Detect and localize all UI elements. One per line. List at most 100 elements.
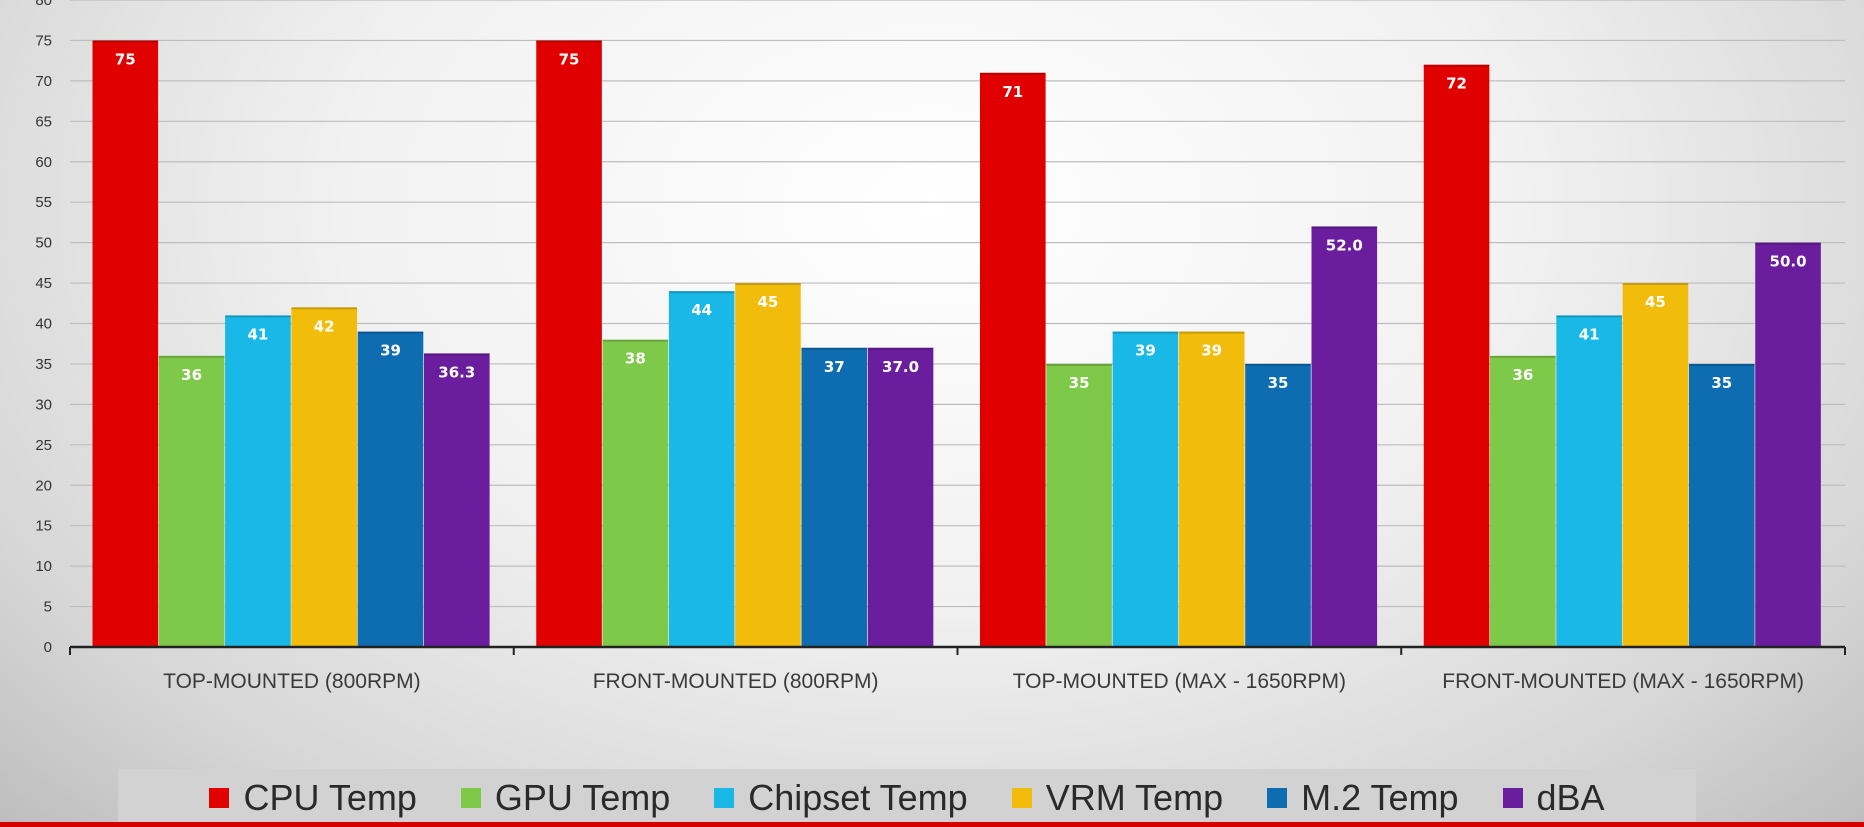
bar-labels: 75 36 41 42 39 36.3 75 38 44 45 37 37.0 71 35 39 39 35 52…	[115, 50, 1807, 392]
bar-top-edge	[357, 331, 424, 334]
y-tick-label: 75	[35, 32, 52, 49]
data-label: 44	[691, 301, 712, 319]
bottom-accent-strip	[0, 822, 1864, 827]
bar-chipset-temp-1	[668, 291, 735, 647]
bar-top-edge	[1311, 226, 1378, 229]
bar-top-edge	[225, 315, 291, 318]
bar-top-edge	[1556, 315, 1622, 318]
y-tick-label: 50	[35, 235, 52, 252]
y-tick-label: 45	[35, 275, 52, 292]
legend-item: GPU Temp	[460, 777, 670, 819]
bar-vrm-temp-2	[1178, 331, 1245, 647]
category-label: TOP-MOUNTED (800RPM)	[163, 670, 420, 693]
bar-top-edge	[668, 291, 735, 294]
data-label: 50.0	[1770, 253, 1807, 271]
bar-top-edge	[1112, 331, 1179, 334]
legend-label: Chipset Temp	[748, 777, 968, 818]
data-label: 75	[115, 50, 136, 68]
y-tick-label: 30	[35, 396, 52, 413]
bar-top-edge	[735, 283, 801, 286]
category-label: TOP-MOUNTED (MAX - 1650RPM)	[1013, 670, 1346, 693]
y-tick-label: 60	[35, 154, 52, 171]
data-label: 45	[1645, 293, 1666, 311]
bar-top-edge	[536, 40, 602, 43]
data-label: 36.3	[438, 363, 475, 381]
bar-top-edge	[1178, 331, 1245, 334]
y-tick-label: 70	[35, 73, 52, 90]
data-label: 35	[1069, 374, 1090, 392]
bar-top-edge	[424, 353, 490, 356]
y-tick-label: 20	[35, 477, 52, 494]
bar-vrm-temp-0	[291, 307, 357, 647]
y-tick-label: 10	[35, 558, 52, 575]
data-label: 45	[758, 293, 779, 311]
y-tick-label: 55	[35, 194, 52, 211]
bar-dba-0	[424, 353, 490, 647]
bar-top-edge	[1046, 363, 1112, 366]
legend-label: M.2 Temp	[1301, 777, 1459, 818]
legend-item: VRM Temp	[1011, 777, 1224, 819]
category-labels: TOP-MOUNTED (800RPM) FRONT-MOUNTED (800RP…	[163, 670, 1804, 693]
bar-chipset-temp-0	[225, 315, 291, 647]
bar-m-2-temp-3	[1688, 363, 1755, 647]
y-tick-label: 35	[35, 356, 52, 373]
y-axis-ticks: 0 5 10 15 20 25 30 35 40 45 50 55 60 65 70 75 80	[35, 0, 52, 656]
bar-cpu-temp-0	[92, 40, 159, 647]
data-label: 52.0	[1326, 236, 1363, 254]
legend: CPU Temp GPU Temp Chipset Temp VRM Temp M.2 …	[118, 769, 1696, 827]
data-label: 41	[1579, 325, 1600, 343]
legend-item: dBA	[1502, 777, 1605, 819]
data-label: 75	[559, 50, 580, 68]
legend-swatch	[209, 788, 230, 808]
data-label: 36	[181, 366, 202, 384]
data-label: 36	[1512, 366, 1533, 384]
bar-top-edge	[980, 72, 1046, 75]
legend-label: dBA	[1536, 777, 1605, 818]
legend-label: VRM Temp	[1045, 777, 1224, 818]
data-label: 39	[1201, 342, 1222, 360]
bar-chipset-temp-3	[1556, 315, 1622, 647]
y-tick-label: 65	[35, 113, 52, 130]
data-label: 42	[314, 317, 335, 335]
legend-swatch	[1011, 788, 1032, 808]
data-label: 35	[1711, 374, 1732, 392]
y-tick-label: 80	[35, 0, 52, 9]
legend-item: CPU Temp	[209, 777, 417, 819]
bar-dba-1	[867, 347, 934, 647]
x-axis	[69, 645, 1846, 655]
bar-top-edge	[1245, 363, 1311, 366]
data-label: 72	[1446, 75, 1467, 93]
bar-dba-3	[1755, 242, 1821, 647]
bar-chipset-temp-2	[1112, 331, 1179, 647]
bar-gpu-temp-0	[158, 355, 225, 647]
bar-vrm-temp-1	[735, 283, 801, 647]
bar-cpu-temp-3	[1423, 64, 1490, 647]
bar-m-2-temp-0	[357, 331, 424, 647]
bar-top-edge	[1755, 242, 1821, 245]
bar-top-edge	[1688, 363, 1755, 366]
bars	[92, 40, 1821, 648]
legend-swatch	[714, 788, 735, 808]
bar-gpu-temp-2	[1046, 363, 1112, 647]
legend-label: CPU Temp	[243, 777, 417, 818]
y-tick-label: 25	[35, 437, 52, 454]
bar-top-edge	[1622, 283, 1689, 286]
bar-gpu-temp-1	[602, 339, 669, 647]
bar-top-edge	[602, 339, 669, 342]
y-tick-label: 0	[44, 639, 52, 656]
legend-swatch	[1502, 788, 1523, 808]
bar-top-edge	[801, 347, 868, 350]
bar-dba-2	[1311, 226, 1378, 647]
data-label: 41	[247, 325, 268, 343]
bar-gpu-temp-3	[1490, 355, 1556, 647]
bar-top-edge	[158, 355, 225, 358]
bar-top-edge	[1423, 64, 1490, 67]
bar-cpu-temp-2	[980, 72, 1046, 648]
bar-vrm-temp-3	[1622, 283, 1689, 647]
bar-m-2-temp-2	[1245, 363, 1311, 647]
y-tick-label: 40	[35, 316, 52, 333]
bar-m-2-temp-1	[801, 347, 868, 647]
legend-swatch	[1267, 788, 1288, 808]
bar-top-edge	[867, 347, 934, 350]
data-label: 71	[1002, 83, 1023, 101]
